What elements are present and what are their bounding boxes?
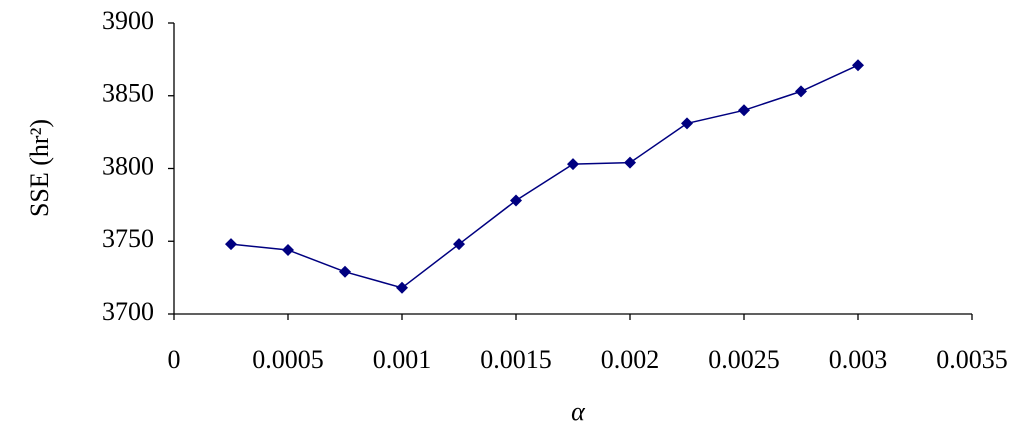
x-tick-label: 0.001 [373,345,432,374]
marker [453,238,465,251]
x-tick-label: 0.0035 [936,345,1008,374]
x-tick-label: 0.0005 [252,345,324,374]
x-tick-label: 0.0015 [480,345,552,374]
y-tick-label: 3800 [102,151,154,180]
y-axis-label: SSE (hr²) [25,119,54,217]
marker [282,243,294,256]
y-tick-label: 3750 [102,224,154,253]
x-axis-label: α [571,397,586,426]
marker [567,158,579,171]
y-tick-label: 3700 [102,297,154,326]
y-tick-label: 3900 [102,6,154,35]
marker [681,117,693,130]
x-tick-label: 0.0025 [708,345,780,374]
marker [852,59,864,72]
marker [225,238,237,251]
marker [396,281,408,294]
x-tick-label: 0.002 [601,345,660,374]
line [230,64,859,289]
y-tick-label: 3850 [102,79,154,108]
marker [738,104,750,117]
x-tick-label: 0.003 [829,345,888,374]
marker [795,85,807,98]
x-tick-label: 0 [168,345,181,374]
marker [510,194,522,207]
marker [624,156,636,169]
marker [339,265,351,278]
